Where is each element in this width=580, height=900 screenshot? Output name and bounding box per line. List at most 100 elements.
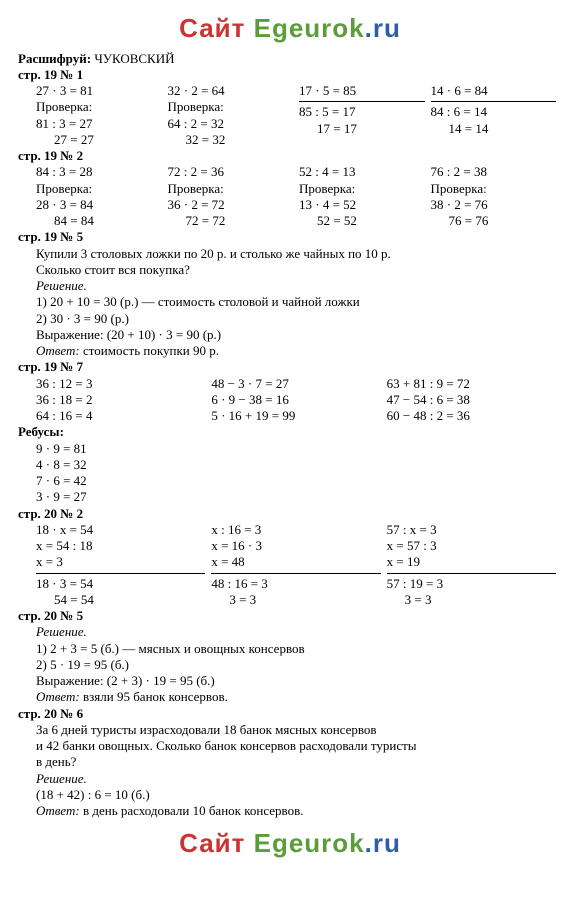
cell: 76 : 2 = 38 [431, 164, 557, 180]
cell: 84 : 6 = 14 [431, 104, 557, 120]
decipher-line: Расшифруй: ЧУКОВСКИЙ [18, 51, 562, 67]
cell: x = 16 · 3 [211, 538, 380, 554]
check-label: Проверка: [168, 181, 294, 197]
decipher-value: ЧУКОВСКИЙ [94, 51, 174, 66]
answer-label: Ответ: [36, 343, 80, 358]
cell: 63 + 81 : 9 = 72 [387, 376, 556, 392]
cell: 60 − 48 : 2 = 36 [387, 408, 556, 424]
cell: 85 : 5 = 17 [299, 104, 425, 120]
cell: 17 = 17 [299, 121, 425, 137]
cell: 38 · 2 = 76 [431, 197, 557, 213]
check-label: Проверка: [431, 181, 557, 197]
cell: x = 3 [36, 554, 205, 570]
cell: 36 : 18 = 2 [36, 392, 205, 408]
p20-6-title: стр. 20 № 6 [18, 706, 562, 722]
problem-line: в день? [36, 754, 562, 770]
solution-step: (18 + 42) : 6 = 10 (б.) [36, 787, 562, 803]
answer-label: Ответ: [36, 689, 80, 704]
cell: 57 : 19 = 3 [387, 576, 556, 592]
solution-label: Решение. [36, 624, 562, 640]
cell: 72 = 72 [168, 213, 294, 229]
watermark-bottom: Сайт Egeurok.ru [18, 827, 562, 860]
cell: 54 = 54 [36, 592, 205, 608]
rebus-line: 4 · 8 = 32 [36, 457, 562, 473]
cell: x = 57 : 3 [387, 538, 556, 554]
solution-step: 2) 30 · 3 = 90 (р.) [36, 311, 562, 327]
check-label: Проверка: [36, 99, 162, 115]
cell: 52 = 52 [299, 213, 425, 229]
solution-step: 2) 5 · 19 = 95 (б.) [36, 657, 562, 673]
cell: 18 · x = 54 [36, 522, 205, 538]
cell: 36 · 2 = 72 [168, 197, 294, 213]
watermark-top: Сайт Egeurok.ru [18, 12, 562, 45]
cell: 52 : 4 = 13 [299, 164, 425, 180]
cell: 32 = 32 [168, 132, 294, 148]
answer: Ответ: в день расходовали 10 банок консе… [36, 803, 562, 819]
p20-2-grid: 18 · x = 54 x = 54 : 18 x = 3 18 · 3 = 5… [18, 522, 562, 608]
solution-label: Решение. [36, 278, 562, 294]
cell: 81 : 3 = 27 [36, 116, 162, 132]
cell: 48 − 3 · 7 = 27 [211, 376, 380, 392]
cell: 6 · 9 − 38 = 16 [211, 392, 380, 408]
answer-text: взяли 95 банок консервов. [80, 689, 228, 704]
solution-step: 1) 20 + 10 = 30 (р.) — стоимость столово… [36, 294, 562, 310]
cell: 27 = 27 [36, 132, 162, 148]
rebus-line: 3 · 9 = 27 [36, 489, 562, 505]
cell: 72 : 2 = 36 [168, 164, 294, 180]
cell: 48 : 16 = 3 [211, 576, 380, 592]
watermark-site: Сайт [179, 828, 254, 858]
expression: Выражение: (2 + 3) · 19 = 95 (б.) [36, 673, 562, 689]
solution-label: Решение. [36, 771, 562, 787]
cell: 84 = 84 [36, 213, 162, 229]
cell: x = 19 [387, 554, 556, 570]
p19-1-title: стр. 19 № 1 [18, 67, 562, 83]
answer-text: стоимость покупки 90 р. [80, 343, 219, 358]
cell: x = 48 [211, 554, 380, 570]
problem-line: Сколько стоит вся покупка? [36, 262, 562, 278]
watermark-dot: . [365, 828, 373, 858]
cell: 57 : x = 3 [387, 522, 556, 538]
answer-text: в день расходовали 10 банок консервов. [80, 803, 304, 818]
check-label: Проверка: [168, 99, 294, 115]
p19-2-grid: 84 : 3 = 28 Проверка: 28 · 3 = 84 84 = 8… [18, 164, 562, 229]
answer: Ответ: взяли 95 банок консервов. [36, 689, 562, 705]
answer-label: Ответ: [36, 803, 80, 818]
p20-5-title: стр. 20 № 5 [18, 608, 562, 624]
answer: Ответ: стоимость покупки 90 р. [36, 343, 562, 359]
cell: 13 · 4 = 52 [299, 197, 425, 213]
cell: 64 : 16 = 4 [36, 408, 205, 424]
cell: 76 = 76 [431, 213, 557, 229]
cell: 84 : 3 = 28 [36, 164, 162, 180]
decipher-label: Расшифруй: [18, 51, 91, 66]
p19-5-title: стр. 19 № 5 [18, 229, 562, 245]
watermark-name: Egeurok [254, 13, 365, 43]
p20-5-body: Решение. 1) 2 + 3 = 5 (б.) — мясных и ов… [18, 624, 562, 705]
problem-line: Купили 3 столовых ложки по 20 р. и столь… [36, 246, 562, 262]
cell: 5 · 16 + 19 = 99 [211, 408, 380, 424]
cell: 18 · 3 = 54 [36, 576, 205, 592]
cell: 28 · 3 = 84 [36, 197, 162, 213]
rebus-line: 7 · 6 = 42 [36, 473, 562, 489]
problem-line: За 6 дней туристы израсходовали 18 банок… [36, 722, 562, 738]
cell: x = 54 : 18 [36, 538, 205, 554]
check-label: Проверка: [36, 181, 162, 197]
watermark-ru: ru [373, 13, 401, 43]
cell: 14 · 6 = 84 [431, 83, 557, 99]
p19-7-grid: 36 : 12 = 3 36 : 18 = 2 64 : 16 = 4 48 −… [18, 376, 562, 425]
cell: 36 : 12 = 3 [36, 376, 205, 392]
p19-2-title: стр. 19 № 2 [18, 148, 562, 164]
p20-6-body: За 6 дней туристы израсходовали 18 банок… [18, 722, 562, 820]
cell: 3 = 3 [211, 592, 380, 608]
cell: 47 − 54 : 6 = 38 [387, 392, 556, 408]
cell: 27 · 3 = 81 [36, 83, 162, 99]
p19-7-title: стр. 19 № 7 [18, 359, 562, 375]
cell: 64 : 2 = 32 [168, 116, 294, 132]
rebus-title: Ребусы: [18, 424, 562, 440]
cell: 32 · 2 = 64 [168, 83, 294, 99]
watermark-dot: . [365, 13, 373, 43]
problem-line: и 42 банки овощных. Сколько банок консер… [36, 738, 562, 754]
cell: 14 = 14 [431, 121, 557, 137]
rebus-body: 9 · 9 = 81 4 · 8 = 32 7 · 6 = 42 3 · 9 =… [18, 441, 562, 506]
cell: 3 = 3 [387, 592, 556, 608]
cell: x : 16 = 3 [211, 522, 380, 538]
